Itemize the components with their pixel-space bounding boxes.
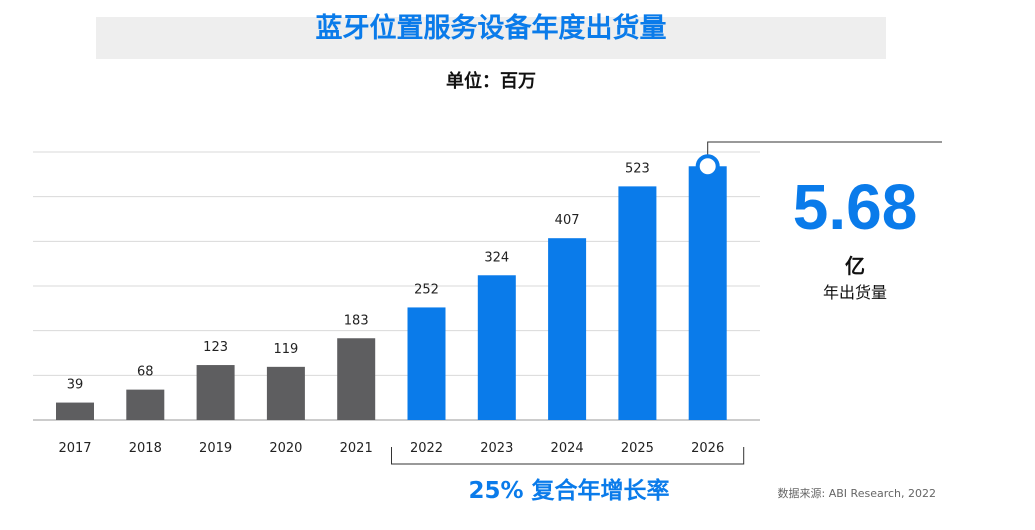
tick-label-2024: 2024: [551, 441, 584, 456]
bar-2020: [266, 366, 305, 420]
bar-2024: [548, 238, 587, 420]
tick-label-2022: 2022: [410, 441, 443, 456]
tick-label-2025: 2025: [621, 441, 654, 456]
tick-label-2020: 2020: [269, 441, 302, 456]
source-note: 数据来源: ABI Research, 2022: [777, 487, 936, 500]
value-label-2024: 407: [555, 213, 580, 228]
value-label-2021: 183: [344, 313, 369, 328]
cagr-label: 25% 复合年增长率: [468, 478, 670, 504]
tick-label-2021: 2021: [340, 441, 373, 456]
value-label-2025: 523: [625, 161, 650, 176]
tick-label-2026: 2026: [691, 441, 724, 456]
bar-2022: [407, 307, 446, 420]
bar-2017: [56, 402, 94, 420]
forecast-bracket: [391, 447, 745, 465]
value-label-2018: 68: [137, 365, 154, 380]
bar-2026: [688, 166, 727, 420]
tick-label-2018: 2018: [129, 441, 162, 456]
highlight-value: 5.68: [792, 171, 918, 243]
tick-label-2019: 2019: [199, 441, 232, 456]
tick-label-2017: 2017: [58, 441, 91, 456]
bar-2019: [196, 365, 235, 420]
tick-label-2023: 2023: [480, 441, 513, 456]
highlight-description: 年出货量: [822, 283, 887, 302]
title-band: [96, 17, 886, 59]
highlight-marker: [695, 154, 720, 179]
chart-subtitle: 单位：百万: [446, 71, 536, 92]
bar-2018: [126, 389, 165, 420]
value-label-2022: 252: [414, 282, 439, 297]
highlight-unit: 亿: [845, 254, 865, 278]
bar-2021: [337, 338, 376, 420]
value-label-2019: 123: [203, 340, 228, 355]
callout-line: [707, 141, 942, 165]
bar-2023: [477, 275, 516, 420]
value-label-2020: 119: [273, 342, 298, 357]
bar-2025: [618, 186, 657, 420]
value-label-2017: 39: [67, 378, 84, 393]
chart-title: 蓝牙位置服务设备年度出货量: [315, 13, 667, 44]
value-label-2023: 324: [484, 250, 509, 265]
